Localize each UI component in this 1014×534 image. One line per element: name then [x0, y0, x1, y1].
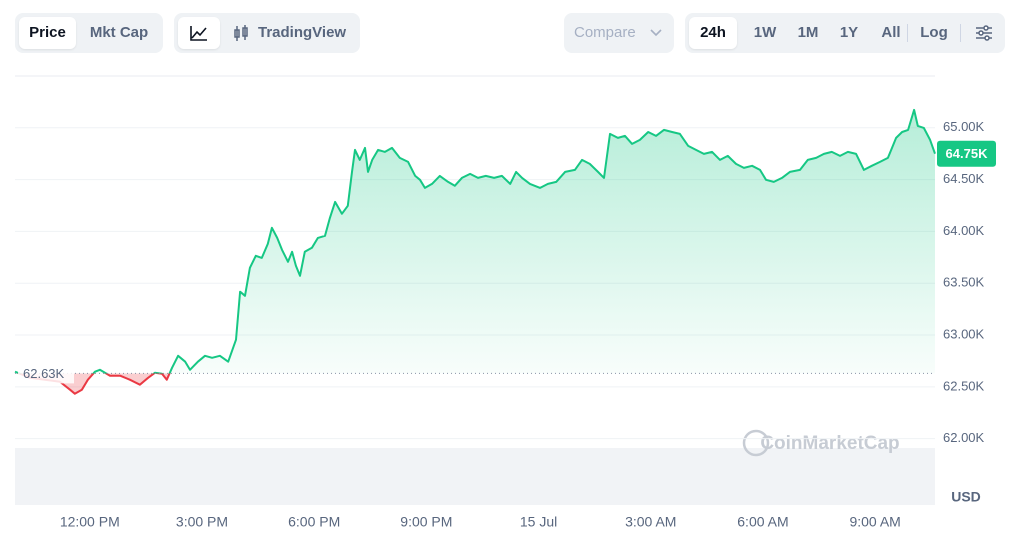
price-button[interactable]: Price [19, 17, 76, 49]
baseline-label: 62.63K [23, 366, 65, 381]
currency-label: USD [951, 489, 981, 505]
x-tick-label: 12:00 PM [60, 514, 120, 530]
chart-style-toggle: TradingView [174, 13, 360, 53]
x-tick-label: 9:00 PM [400, 514, 452, 530]
log-button[interactable]: Log [920, 24, 948, 41]
x-tick-label: 9:00 AM [849, 514, 900, 530]
watermark: CoinMarketCap [760, 433, 899, 454]
range-button[interactable]: All [881, 24, 901, 41]
separator [907, 24, 908, 42]
mkt-cap-button[interactable]: Mkt Cap [89, 24, 149, 41]
x-tick-label: 3:00 PM [176, 514, 228, 530]
chevron-icon [650, 29, 662, 37]
y-tick-label: 62.00K [943, 430, 985, 445]
line-chart-button[interactable] [178, 17, 220, 49]
x-tick-label: 15 Jul [520, 514, 557, 530]
line-icon [190, 26, 207, 41]
current-price-badge [937, 140, 996, 167]
candle-icon [234, 25, 248, 41]
compare-dropdown[interactable]: Compare [564, 13, 674, 53]
y-tick-label: 64.00K [943, 223, 985, 238]
tradingview-button[interactable]: TradingView [230, 17, 356, 49]
range-toggle: Log 24h 1W 1M 1Y All [685, 13, 1005, 53]
x-tick-label: 6:00 AM [737, 514, 788, 530]
compare-label: Compare [574, 24, 636, 41]
price-line [14, 108, 936, 395]
watermark-logo [742, 429, 770, 457]
y-tick-label: 65.00K [943, 119, 985, 134]
x-tick-label: 6:00 PM [288, 514, 340, 530]
volume-band [15, 448, 935, 505]
metric-toggle: Price Mkt Cap [15, 13, 163, 53]
x-tick-label: 3:00 AM [625, 514, 676, 530]
current-price-label: 64.75K [946, 146, 989, 161]
y-tick-label: 62.50K [943, 378, 985, 393]
tradingview-label: TradingView [258, 24, 347, 41]
range-button[interactable]: 1Y [839, 24, 859, 41]
y-tick-label: 63.50K [943, 275, 985, 290]
range-button[interactable]: 24h [689, 17, 737, 49]
separator [960, 24, 961, 42]
baseline-label-bg [18, 363, 74, 384]
y-tick-label: 64.50K [943, 171, 985, 186]
range-button[interactable]: 1M [797, 24, 819, 41]
y-tick-label: 63.00K [943, 326, 985, 341]
range-button[interactable]: 1W [753, 24, 777, 41]
settings-icon[interactable] [974, 23, 994, 43]
price-area [15, 109, 935, 394]
